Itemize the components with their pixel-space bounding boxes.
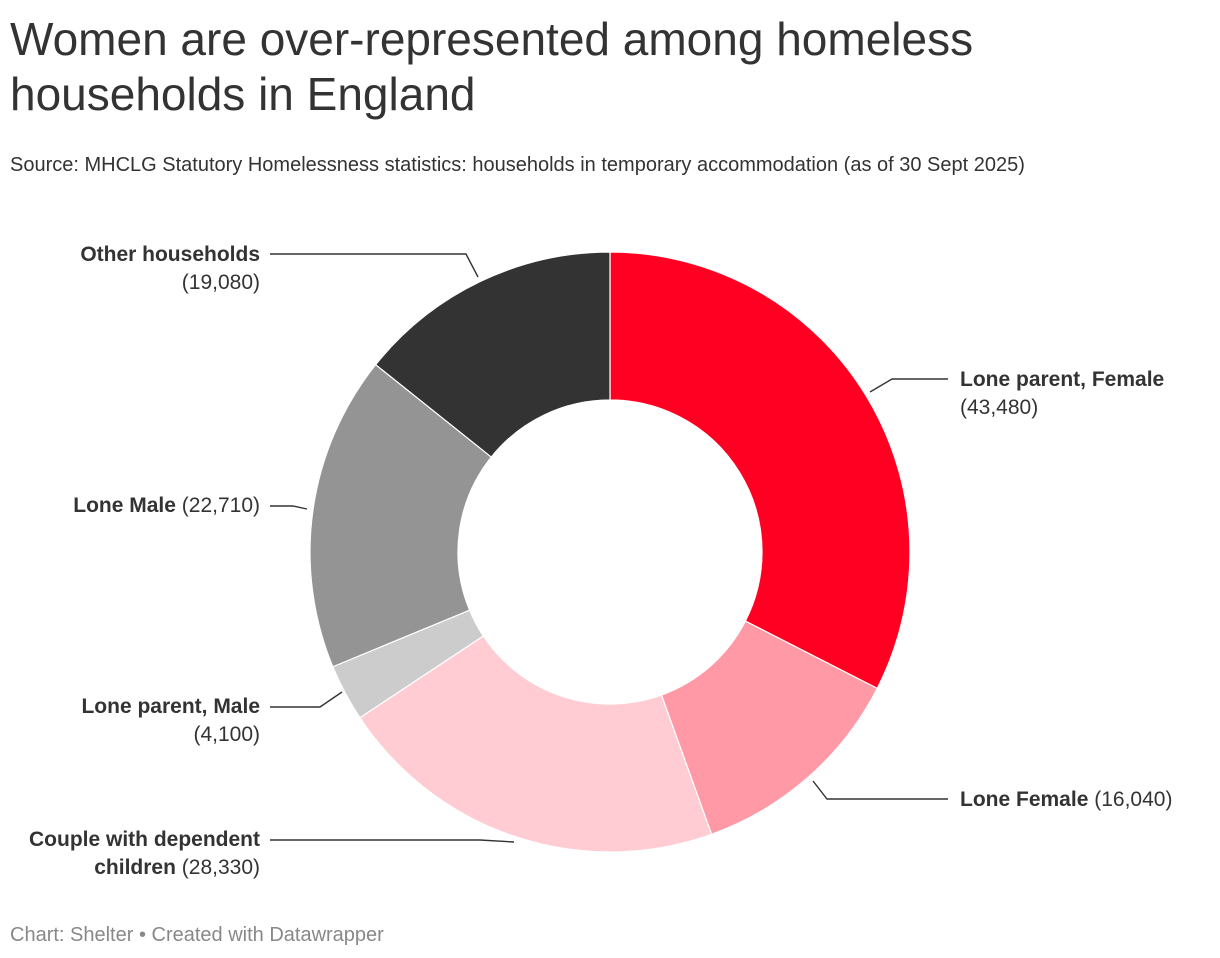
label-value: (16,040)	[1094, 788, 1173, 811]
label-name: Lone Female	[960, 788, 1089, 811]
label-lone-male: Lone Male (22,710)	[0, 492, 260, 520]
slice-lone-male	[309, 363, 493, 668]
leader-couple	[270, 839, 515, 843]
label-lone-parent-female: Lone parent, Female (43,480)	[960, 366, 1164, 422]
label-couple-with-dependent-children: Couple with dependent children (28,330)	[0, 826, 260, 882]
leader-lone-parent-male	[270, 691, 343, 708]
donut-slices	[309, 251, 911, 853]
leader-lines	[270, 253, 948, 843]
label-name: Lone Male	[73, 494, 176, 517]
chart-title: Women are over-represented among homeles…	[10, 13, 974, 120]
label-value: (4,100)	[193, 723, 260, 746]
label-value: (28,330)	[181, 856, 260, 879]
label-name: Other households	[80, 243, 260, 266]
leader-lone-female	[812, 780, 948, 800]
label-lone-parent-male: Lone parent, Male (4,100)	[0, 693, 260, 749]
leader-other-households	[270, 253, 479, 278]
chart-credit: Chart: Shelter • Created with Datawrappe…	[10, 924, 384, 946]
label-value: (43,480)	[960, 396, 1039, 419]
leader-lone-parent-female	[869, 378, 948, 393]
slice-couple-with-dependent-children	[359, 635, 713, 853]
chart-subtitle: Source: MHCLG Statutory Homelessness sta…	[10, 154, 1025, 176]
label-name: Lone parent, Male	[81, 695, 260, 718]
label-value: (19,080)	[181, 271, 260, 294]
slice-lone-parent-female	[609, 251, 911, 690]
label-other-households: Other households (19,080)	[0, 241, 260, 297]
label-name-line1: Couple with dependent	[29, 828, 260, 851]
slice-other-households	[374, 251, 611, 458]
label-name-line2: children	[94, 856, 176, 879]
leader-lone-male	[270, 505, 308, 510]
label-value: (22,710)	[181, 494, 260, 517]
label-lone-female: Lone Female (16,040)	[960, 786, 1172, 814]
label-name: Lone parent, Female	[960, 368, 1165, 391]
